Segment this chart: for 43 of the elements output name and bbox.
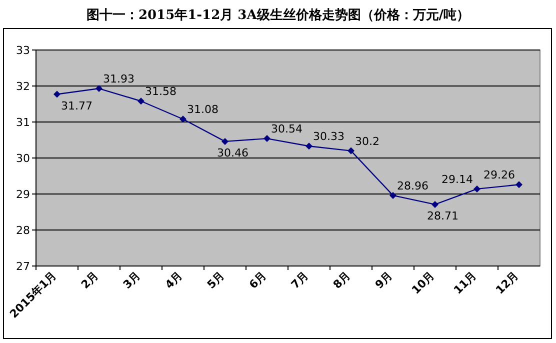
data-label: 30.33 (313, 130, 344, 144)
y-tick-label: 27 (16, 260, 30, 273)
data-label: 31.08 (187, 103, 218, 116)
x-tick-label: 9月 (372, 268, 396, 292)
data-label: 31.58 (145, 85, 176, 98)
data-label: 30.46 (217, 146, 248, 160)
y-tick-label: 31 (16, 116, 30, 129)
data-label: 30.2 (355, 134, 380, 148)
point (222, 138, 228, 145)
x-tick-label: 10月 (409, 268, 438, 297)
data-label: 31.93 (103, 72, 134, 86)
point (516, 181, 522, 188)
data-label: 28.96 (397, 179, 428, 192)
point (138, 98, 144, 105)
data-label: 28.71 (427, 209, 458, 222)
y-tick-label: 33 (16, 44, 30, 57)
x-tick-label: 3月 (120, 268, 144, 292)
point (54, 90, 60, 98)
x-tick-label: 5月 (204, 268, 228, 292)
data-label: 29.26 (484, 168, 515, 182)
x-tick-label: 6月 (246, 268, 270, 292)
point (180, 116, 186, 123)
y-tick-label: 30 (16, 152, 30, 165)
point (348, 147, 354, 154)
x-tick-label: 7月 (288, 268, 312, 292)
point (264, 135, 270, 142)
point (96, 85, 102, 92)
x-tick-label: 12月 (493, 268, 522, 297)
x-tick-label: 11月 (451, 268, 480, 297)
y-tick-label: 28 (16, 224, 30, 237)
data-label: 29.14 (442, 172, 473, 186)
x-tick-label: 8月 (330, 268, 354, 292)
point (390, 192, 396, 199)
y-tick-label: 32 (16, 80, 30, 93)
data-label: 31.77 (61, 99, 92, 112)
point (306, 142, 312, 150)
y-tick-label: 29 (16, 188, 30, 201)
point (432, 200, 438, 208)
point (474, 185, 480, 192)
x-tick-label: 2月 (78, 268, 102, 292)
data-label: 30.54 (271, 122, 302, 136)
chart-title: 图十一：2015年1-12月 3A级生丝价格走势图（价格：万元/吨） (86, 7, 470, 23)
x-tick-label: 4月 (162, 268, 186, 292)
